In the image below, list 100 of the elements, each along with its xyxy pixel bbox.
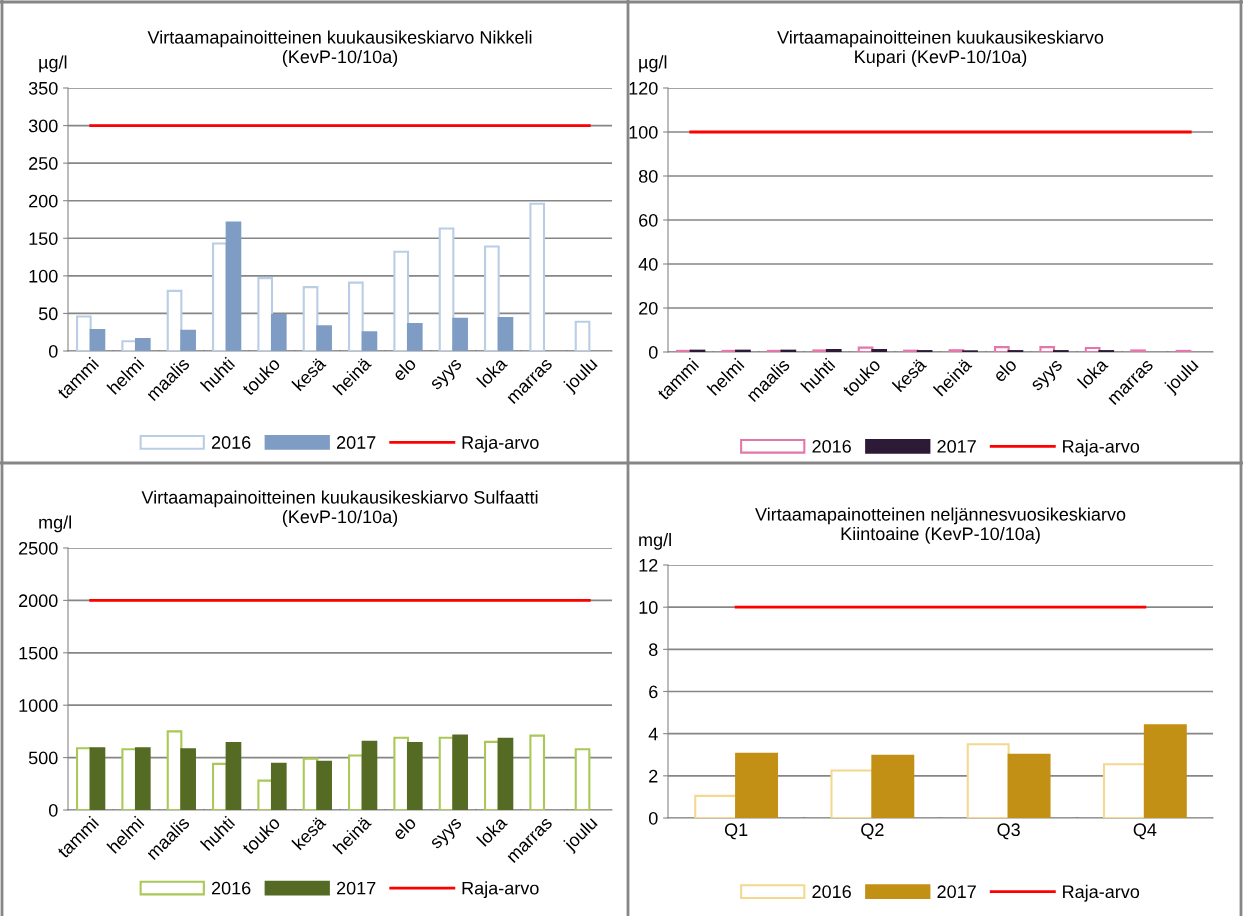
y-tick-label: 2 — [649, 769, 658, 783]
bar — [1007, 753, 1051, 818]
y-tick-label: 350 — [28, 81, 58, 95]
y-tick-label: 60 — [639, 213, 658, 227]
legend-label: 2016 — [211, 881, 251, 895]
x-tick-label: elo — [992, 357, 1018, 383]
legend-label: Raja-arvo — [462, 881, 539, 899]
y-tick-label: 120 — [629, 81, 658, 95]
bar — [1143, 724, 1187, 818]
x-tick-label: syys — [1031, 359, 1066, 394]
bar — [406, 322, 423, 351]
bar — [406, 741, 423, 810]
bar — [361, 331, 378, 351]
bar — [529, 734, 546, 810]
y-tick-label: 2000 — [19, 594, 58, 608]
legend-label: 2016 — [211, 436, 251, 449]
bar — [89, 328, 106, 351]
bar — [497, 316, 514, 351]
bar — [694, 794, 738, 818]
y-tick-label: 50 — [38, 307, 58, 321]
y-tick-label: 6 — [649, 685, 658, 699]
legend-label: 2017 — [336, 881, 376, 895]
x-tick-label: Q2 — [861, 823, 884, 840]
bar — [76, 747, 92, 810]
bar — [257, 277, 274, 351]
y-tick-label: 300 — [28, 119, 58, 133]
bar — [121, 340, 138, 351]
bar — [452, 734, 468, 810]
bar — [574, 320, 591, 351]
y-axis-title: mg/l — [639, 532, 671, 550]
legend-label: 2016 — [812, 885, 851, 899]
y-tick-label: 150 — [29, 232, 58, 246]
x-tick-label: Q3 — [997, 823, 1020, 840]
bar — [302, 286, 319, 351]
bar — [871, 754, 915, 818]
y-axis-title: mg/l — [39, 515, 71, 533]
y-tick-label: 200 — [29, 194, 58, 208]
y-tick-label: 100 — [629, 125, 658, 139]
bar — [574, 748, 591, 810]
x-tick-label: Q1 — [724, 823, 748, 840]
legend-label: Raja-arvo — [1063, 439, 1140, 457]
chart-title: Virtaamapainotteinen neljännesvuosikeskiarvo Kiintoaine (KevP-10/10a) — [755, 507, 1126, 544]
y-tick-label: 0 — [648, 811, 658, 825]
x-tick-label: Q4 — [1133, 823, 1157, 840]
y-tick-label: 2500 — [19, 541, 58, 555]
bar — [452, 317, 468, 351]
legend-label: 2017 — [336, 436, 376, 449]
y-tick-label: 0 — [48, 344, 58, 358]
bar — [316, 325, 332, 351]
y-tick-label: 1500 — [19, 646, 58, 660]
bar — [134, 747, 151, 810]
bar — [348, 754, 364, 810]
x-tick-label: syys — [430, 358, 465, 393]
y-tick-label: 20 — [639, 301, 658, 315]
bar — [180, 329, 196, 351]
legend-label: 2016 — [812, 440, 851, 453]
x-tick-label: syys — [430, 817, 465, 852]
chart-title: Virtaamapainoitteinen kuukausikeskiarvo Sulfaatti (KevP-10/10a) — [141, 490, 538, 527]
chart-title: Virtaamapainoitteinen kuukausikeskiarvo Nikkeli (KevP-10/10a) — [147, 30, 532, 67]
bar — [361, 740, 378, 810]
bar — [225, 741, 242, 810]
bar — [225, 221, 242, 351]
bar — [497, 737, 514, 810]
bar — [484, 245, 500, 351]
y-tick-label: 4 — [648, 727, 658, 741]
bar — [1102, 763, 1146, 818]
y-tick-label: 100 — [29, 269, 58, 283]
bar — [89, 747, 106, 810]
bar — [735, 752, 779, 818]
x-tick-label: elo — [391, 815, 417, 841]
x-tick-label: loka — [1076, 356, 1109, 389]
y-axis-title: µg/l — [39, 55, 67, 73]
bar — [438, 227, 455, 351]
y-tick-label: 40 — [638, 257, 658, 271]
y-tick-label: 8 — [649, 643, 658, 657]
y-tick-label: 12 — [639, 558, 658, 572]
legend-label: Raja-arvo — [462, 435, 539, 453]
bar — [393, 736, 410, 810]
x-tick-label: elo — [391, 356, 417, 382]
legend-label: 2017 — [937, 440, 976, 453]
y-axis-title: µg/l — [639, 55, 667, 73]
bar — [348, 281, 364, 351]
chart-title: Virtaamapainoitteinen kuukausikeskiarvo Kupari (KevP-10/10a) — [777, 30, 1104, 67]
y-tick-label: 1000 — [19, 699, 58, 712]
y-tick-label: 0 — [648, 345, 658, 359]
bar — [529, 202, 546, 351]
bar — [166, 289, 183, 351]
bar — [830, 769, 874, 818]
bar — [180, 748, 196, 810]
y-tick-label: 250 — [29, 157, 58, 170]
bar — [966, 743, 1010, 818]
bar — [393, 250, 410, 351]
bar — [76, 315, 92, 351]
bar — [212, 762, 228, 810]
bar — [270, 762, 287, 810]
bar — [121, 748, 138, 810]
y-tick-label: 10 — [639, 601, 658, 614]
bar — [316, 760, 332, 810]
bar — [134, 337, 151, 351]
bar — [270, 313, 287, 351]
